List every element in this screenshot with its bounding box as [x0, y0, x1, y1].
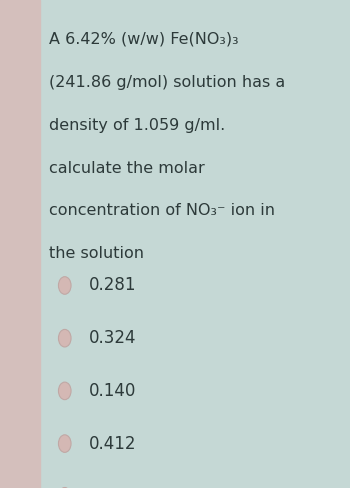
Text: (241.86 g/mol) solution has a: (241.86 g/mol) solution has a: [49, 75, 285, 90]
Circle shape: [58, 329, 71, 347]
Text: the solution: the solution: [49, 246, 144, 262]
Text: 0.140: 0.140: [89, 382, 136, 400]
Circle shape: [58, 435, 71, 452]
Text: 0.412: 0.412: [89, 435, 137, 452]
Bar: [0, 0, 40, 488]
Text: density of 1.059 g/ml.: density of 1.059 g/ml.: [49, 118, 225, 133]
Circle shape: [58, 277, 71, 294]
Text: 0.324: 0.324: [89, 329, 137, 347]
Text: 0.281: 0.281: [89, 277, 137, 294]
Text: calculate the molar: calculate the molar: [49, 161, 205, 176]
Text: A 6.42% (w/w) Fe(NO₃)₃: A 6.42% (w/w) Fe(NO₃)₃: [49, 32, 239, 47]
Circle shape: [58, 382, 71, 400]
Text: concentration of NO₃⁻ ion in: concentration of NO₃⁻ ion in: [49, 203, 275, 219]
